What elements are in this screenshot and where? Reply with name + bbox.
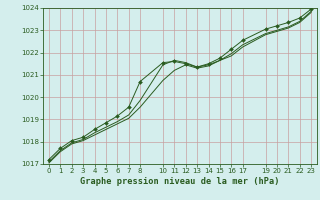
X-axis label: Graphe pression niveau de la mer (hPa): Graphe pression niveau de la mer (hPa) bbox=[80, 177, 280, 186]
